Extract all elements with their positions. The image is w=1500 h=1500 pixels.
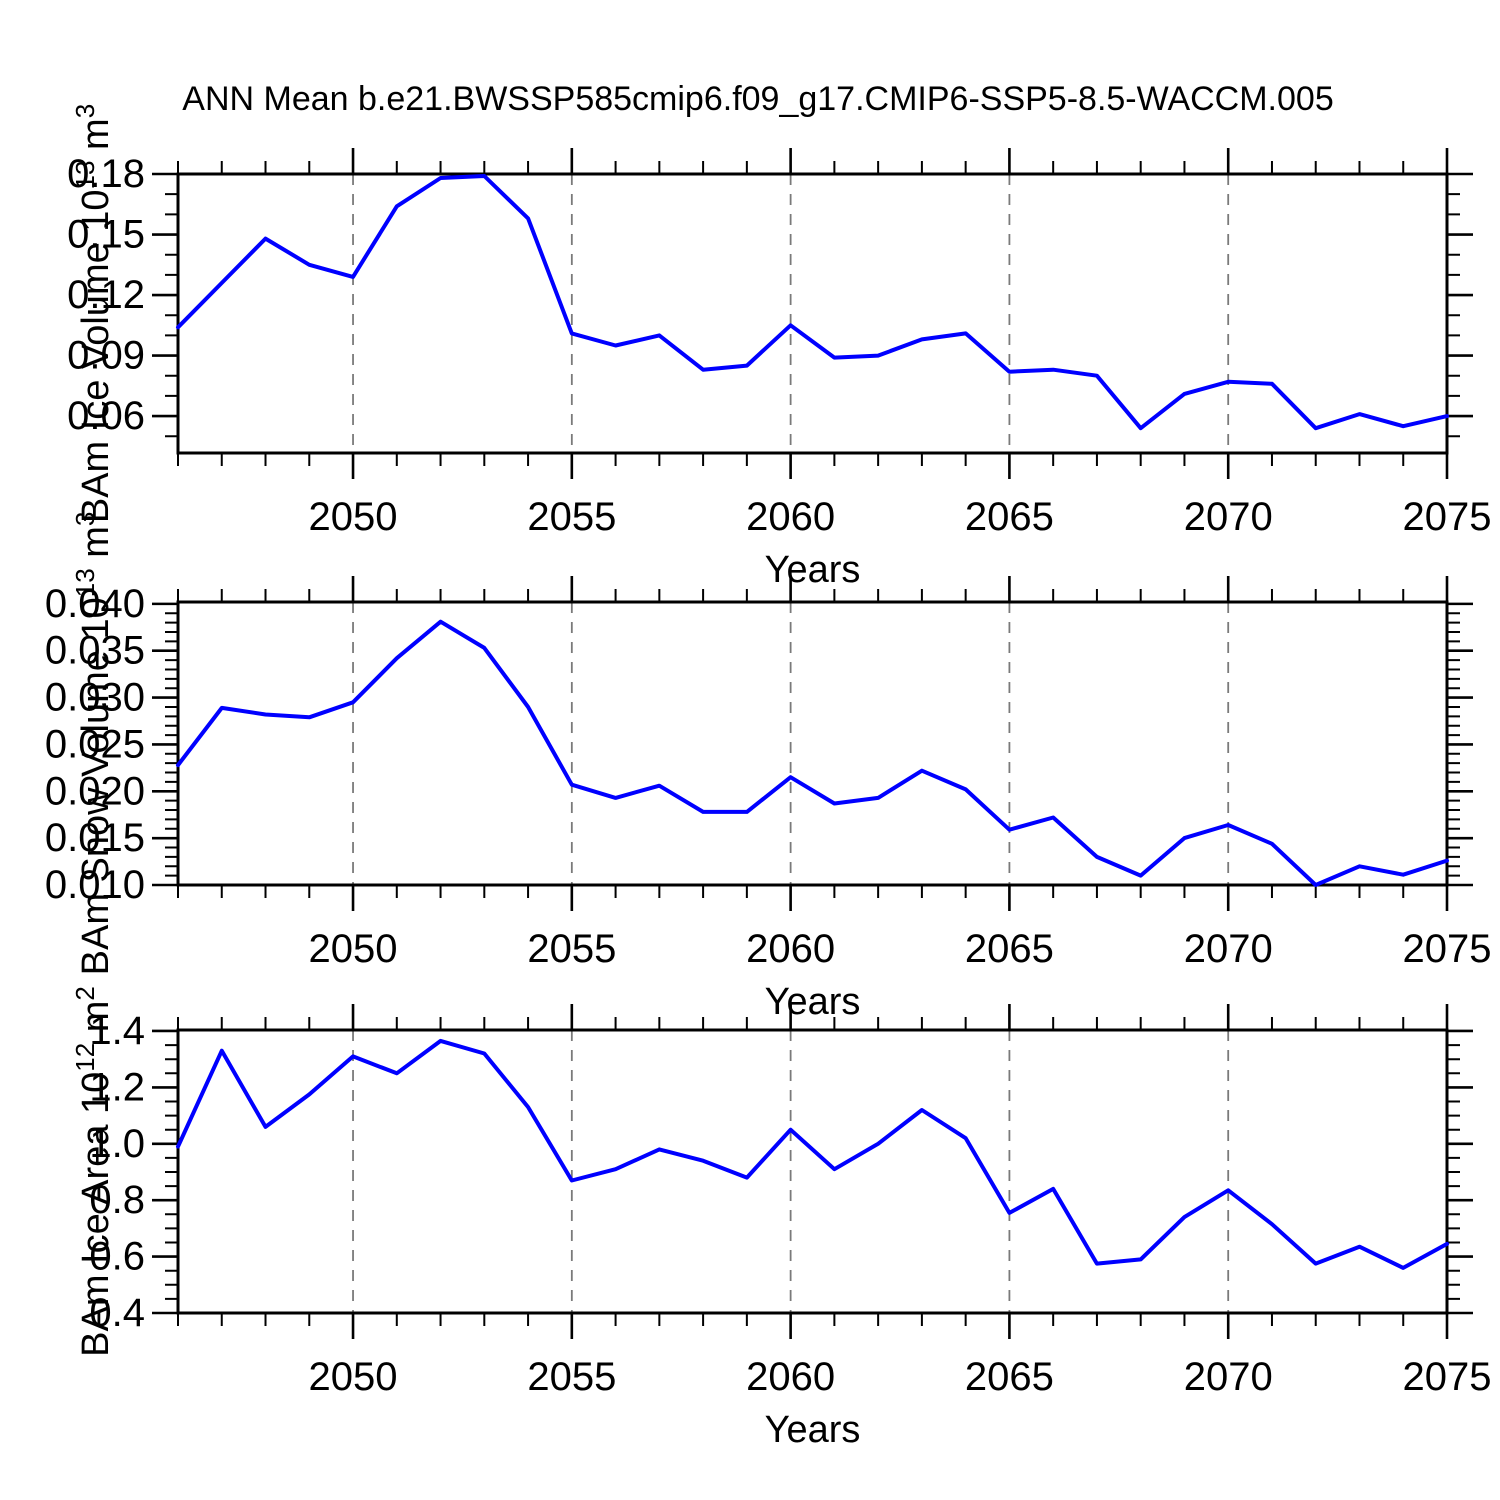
- x-tick-label: 2055: [527, 927, 616, 971]
- major-ticks: [152, 1004, 1473, 1339]
- x-tick-label: 2050: [309, 927, 398, 971]
- y-tick-label: 0.09: [67, 334, 145, 378]
- y-tick-label: 0.12: [67, 273, 145, 317]
- x-tick-label: 2070: [1184, 495, 1273, 539]
- x-axis-title: Years: [765, 1409, 861, 1451]
- x-tick-label: 2055: [527, 495, 616, 539]
- y-tick-label: 0.8: [89, 1178, 145, 1222]
- x-tick-label: 2060: [746, 1355, 835, 1399]
- x-tick-label: 2060: [746, 927, 835, 971]
- minor-ticks: [165, 589, 1460, 898]
- y-tick-label: 1.2: [89, 1065, 145, 1109]
- minor-ticks: [165, 1017, 1460, 1326]
- plot-frame: [176, 600, 1449, 887]
- x-tick-label: 2065: [965, 927, 1054, 971]
- plot-frame: [176, 1028, 1449, 1315]
- y-axis-title: BAm Ice Area 1012 m2: [70, 986, 117, 1357]
- major-ticks: [152, 148, 1473, 479]
- x-tick-label: 2065: [965, 1355, 1054, 1399]
- y-tick-label: 1.4: [89, 1009, 145, 1053]
- y-tick-label: 0.15: [67, 213, 145, 257]
- minor-ticks: [165, 161, 1460, 466]
- panel-ice-volume: 0.18 0.15 0.12 0.09 0.06 2050 2055 2060 2065 2070…: [67, 104, 1491, 591]
- x-tick-label: 2060: [746, 495, 835, 539]
- x-tick-label: 2065: [965, 495, 1054, 539]
- y-tick-label: 0.010: [45, 863, 145, 907]
- y-axis-title: BAm Snow Volume 1013 m3: [70, 512, 117, 976]
- x-tick-label: 2075: [1403, 495, 1492, 539]
- panel-ice-area: 1.4 1.2 1.0 0.8 0.6 0.4 2050 2055 2060 2065 2070 20…: [70, 986, 1491, 1451]
- x-axis-title: Years: [765, 981, 861, 1023]
- y-axis-title: BAm Ice Volume 1013 m3: [70, 104, 117, 523]
- chart-title: ANN Mean b.e21.BWSSP585cmip6.f09_g17.CMI…: [182, 80, 1334, 118]
- x-tick-label: 2050: [309, 1355, 398, 1399]
- x-tick-label: 2075: [1403, 927, 1492, 971]
- x-tick-label: 2050: [309, 495, 398, 539]
- series-line-snow-volume: [176, 619, 1449, 887]
- y-tick-label: 0.015: [45, 816, 145, 860]
- y-tick-label: 0.025: [45, 722, 145, 766]
- series-line-ice-volume: [176, 174, 1449, 431]
- y-tick-label: 1.0: [89, 1122, 145, 1166]
- x-axis-title: Years: [765, 549, 861, 591]
- y-tick-label: 0.040: [45, 582, 145, 626]
- x-tick-label: 2070: [1184, 927, 1273, 971]
- major-ticks: [152, 576, 1473, 911]
- series-line-ice-area: [176, 1038, 1449, 1270]
- y-tick-label: 0.4: [89, 1291, 145, 1335]
- y-tick-label: 0.6: [89, 1235, 145, 1279]
- x-tick-label: 2070: [1184, 1355, 1273, 1399]
- y-tick-label: 0.020: [45, 769, 145, 813]
- y-tick-label: 0.06: [67, 394, 145, 438]
- y-tick-label: 0.18: [67, 152, 145, 196]
- plot-frame: [176, 172, 1449, 455]
- x-tick-label: 2075: [1403, 1355, 1492, 1399]
- y-tick-label: 0.035: [45, 629, 145, 673]
- y-tick-label: 0.030: [45, 676, 145, 720]
- x-tick-label: 2055: [527, 1355, 616, 1399]
